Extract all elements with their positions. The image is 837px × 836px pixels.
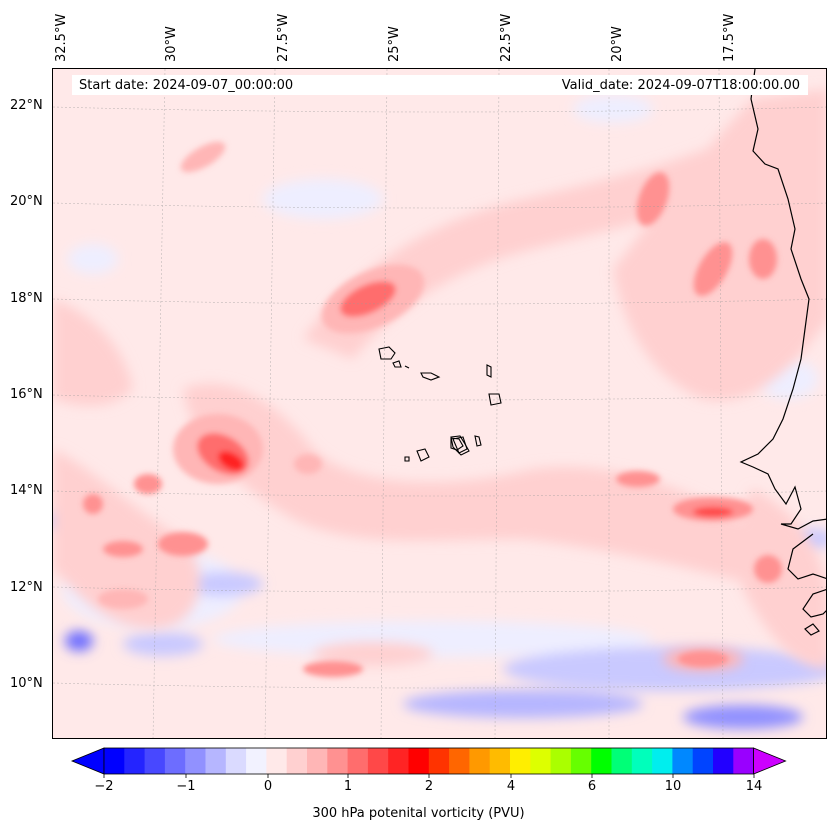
colorbar-bin <box>347 748 369 774</box>
lat-label-18n: 18°N <box>10 291 43 306</box>
lon-label-22-5w: 22.5°W <box>499 13 514 62</box>
colorbar-bin <box>388 748 409 774</box>
colorbar-bin <box>428 748 450 774</box>
colorbar-bin <box>489 748 511 774</box>
lon-label-20w: 20°W <box>610 26 625 62</box>
colorbar <box>70 747 787 778</box>
colorbar-bin <box>408 748 430 774</box>
lat-label-12n: 12°N <box>10 580 43 595</box>
lat-label-22n: 22°N <box>10 98 43 113</box>
colorbar-bin <box>164 748 186 774</box>
colorbar-bin <box>327 748 349 774</box>
colorbar-bin <box>591 748 612 774</box>
lon-label-27-5w: 27.5°W <box>276 13 291 62</box>
colorbar-bin <box>246 748 267 774</box>
colorbar-bin <box>266 748 288 774</box>
lon-label-30w: 30°W <box>164 26 179 62</box>
map-area <box>52 68 827 739</box>
lat-label-14n: 14°N <box>10 483 43 498</box>
colorbar-bin <box>631 748 653 774</box>
graticule <box>53 69 826 738</box>
colorbar-bin <box>367 748 389 774</box>
colorbar-bin <box>124 748 146 774</box>
colorbar-bin <box>307 748 328 774</box>
pv-maxima <box>83 141 782 677</box>
colorbar-tick-minus2: −2 <box>94 779 114 794</box>
colorbar-bin <box>449 748 470 774</box>
colorbar-bin <box>611 748 633 774</box>
pv-field <box>53 69 826 738</box>
colorbar-tick-4: 4 <box>506 779 516 794</box>
colorbar-bin <box>733 748 755 774</box>
colorbar-bin <box>104 748 125 774</box>
colorbar-bin <box>530 748 552 774</box>
colorbar-bin <box>692 748 714 774</box>
colorbar-bin <box>713 748 734 774</box>
start-date-label: Start date: 2024-09-07_00:00:00 <box>79 78 294 93</box>
lon-label-17-5w: 17.5°W <box>722 13 737 62</box>
lat-label-10n: 10°N <box>10 676 43 691</box>
colorbar-label: 300 hPa potenital vorticity (PVU) <box>312 806 525 821</box>
colorbar-bin <box>652 748 673 774</box>
lon-label-25w: 25°W <box>387 26 402 62</box>
colorbar-tick-2: 2 <box>424 779 434 794</box>
colorbar-bin <box>469 748 491 774</box>
colorbar-bin <box>570 748 592 774</box>
coastline <box>739 69 826 636</box>
cape-verde-islands <box>378 346 502 462</box>
colorbar-tick-14: 14 <box>745 779 763 794</box>
colorbar-bin <box>225 748 247 774</box>
valid-date-label: Valid_date: 2024-09-07T18:00:00.00 <box>561 78 800 93</box>
colorbar-bin <box>510 748 531 774</box>
colorbar-bin <box>185 748 206 774</box>
colorbar-over-arrow <box>753 747 787 775</box>
colorbar-tick-0: 0 <box>263 779 273 794</box>
colorbar-tick-minus1: −1 <box>176 779 196 794</box>
colorbar-under-arrow <box>70 747 105 775</box>
lon-label-32-5w: 32.5°W <box>54 13 69 62</box>
colorbar-bin <box>672 748 694 774</box>
colorbar-bin <box>286 748 308 774</box>
colorbar-bin <box>205 748 227 774</box>
colorbar-tick-1: 1 <box>343 779 353 794</box>
lat-label-20n: 20°N <box>10 194 43 209</box>
colorbar-tick-10: 10 <box>664 779 682 794</box>
lat-label-16n: 16°N <box>10 387 43 402</box>
date-header-box <box>72 75 808 95</box>
colorbar-tick-6: 6 <box>587 779 597 794</box>
colorbar-bin <box>550 748 572 774</box>
colorbar-bin <box>144 748 166 774</box>
